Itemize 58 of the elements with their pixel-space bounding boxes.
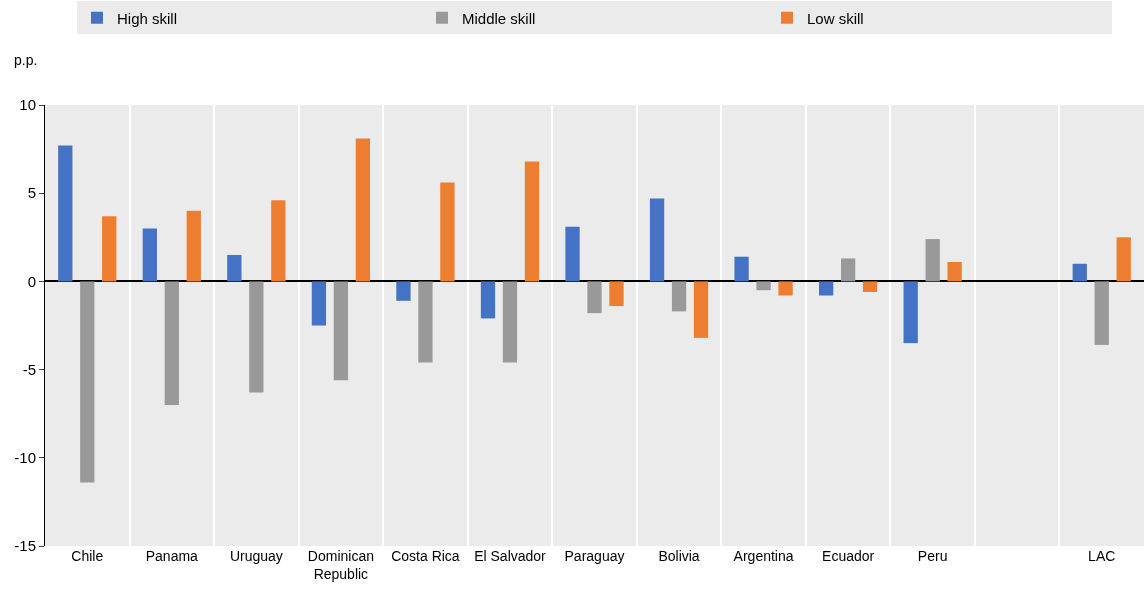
x-tick-label: Argentina — [733, 548, 794, 564]
bar — [102, 216, 117, 282]
bar — [903, 281, 918, 344]
bar — [524, 161, 540, 282]
bar — [227, 254, 242, 282]
bar — [925, 239, 940, 282]
bar — [396, 281, 411, 301]
x-tick-label: Peru — [917, 548, 948, 564]
bar — [609, 281, 624, 307]
bar — [418, 281, 433, 363]
x-tick-label: Dominican Republic — [307, 548, 374, 583]
x-tick-label: Ecuador — [822, 548, 875, 564]
x-tick-label: Costa Rica — [391, 548, 460, 564]
bar — [734, 256, 749, 282]
bar — [1072, 263, 1087, 282]
bar — [355, 138, 371, 282]
bar — [311, 281, 327, 326]
bar — [80, 281, 95, 483]
bar — [271, 200, 286, 282]
x-tick-label: Uruguay — [229, 548, 283, 564]
bar — [58, 145, 73, 282]
bar — [818, 281, 834, 296]
y-tick-label: 10 — [19, 96, 36, 114]
bar — [1116, 237, 1131, 282]
bar — [502, 281, 518, 363]
x-tick-label: Panama — [145, 548, 199, 564]
x-tick-label: Bolivia — [658, 548, 700, 564]
y-tick-label: 0 — [27, 272, 36, 290]
bar — [693, 281, 709, 338]
legend-label: Low skill — [807, 9, 864, 27]
bar — [649, 198, 665, 282]
bar — [164, 281, 179, 405]
legend-label: Middle skill — [462, 9, 536, 27]
bar — [440, 182, 455, 282]
x-tick-label: Paraguay — [564, 548, 625, 564]
bar — [249, 281, 264, 393]
legend-label: High skill — [117, 9, 178, 27]
y-axis-title: p.p. — [14, 52, 38, 68]
bar — [778, 281, 793, 296]
x-tick-label: LAC — [1088, 548, 1116, 564]
bar — [840, 258, 856, 282]
bar — [947, 262, 962, 282]
bar — [186, 210, 201, 282]
bar — [1094, 281, 1109, 345]
bar — [862, 281, 878, 292]
bar — [756, 281, 771, 291]
bar — [333, 281, 349, 381]
y-tick-label: -5 — [22, 360, 36, 378]
x-tick-label: El Salvador — [474, 548, 547, 564]
y-tick-label: -10 — [14, 449, 36, 467]
x-tick-label: Chile — [71, 548, 104, 564]
bar — [671, 281, 687, 312]
bar — [480, 281, 496, 319]
bar — [565, 226, 580, 282]
y-tick-label: 5 — [27, 184, 36, 202]
bar — [142, 228, 157, 282]
y-tick-label: -15 — [14, 537, 36, 555]
bar — [587, 281, 602, 314]
